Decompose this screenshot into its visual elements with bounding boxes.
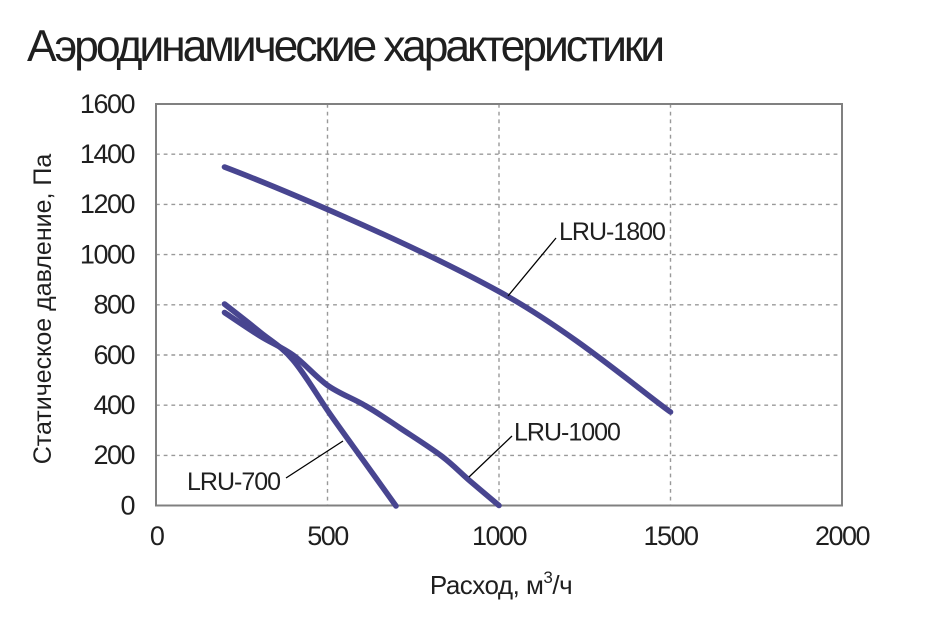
svg-text:Статическое давление, Па: Статическое давление, Па xyxy=(29,154,57,465)
svg-text:LRU-700: LRU-700 xyxy=(187,468,280,496)
svg-text:500: 500 xyxy=(307,521,348,551)
svg-text:200: 200 xyxy=(93,440,134,470)
svg-text:Аэродинамические характеристик: Аэродинамические характеристики xyxy=(27,22,662,71)
svg-text:1200: 1200 xyxy=(80,189,135,219)
svg-text:1000: 1000 xyxy=(80,239,135,269)
svg-text:1400: 1400 xyxy=(80,139,135,169)
svg-text:1600: 1600 xyxy=(80,89,135,119)
svg-text:0: 0 xyxy=(120,490,134,520)
svg-text:1000: 1000 xyxy=(472,521,527,551)
svg-text:2000: 2000 xyxy=(815,521,870,551)
svg-text:600: 600 xyxy=(93,340,134,370)
svg-text:0: 0 xyxy=(150,521,164,551)
svg-text:800: 800 xyxy=(93,290,134,320)
svg-text:400: 400 xyxy=(93,390,134,420)
svg-text:LRU-1800: LRU-1800 xyxy=(559,218,665,246)
svg-text:1500: 1500 xyxy=(643,521,698,551)
svg-text:LRU-1000: LRU-1000 xyxy=(514,418,620,446)
